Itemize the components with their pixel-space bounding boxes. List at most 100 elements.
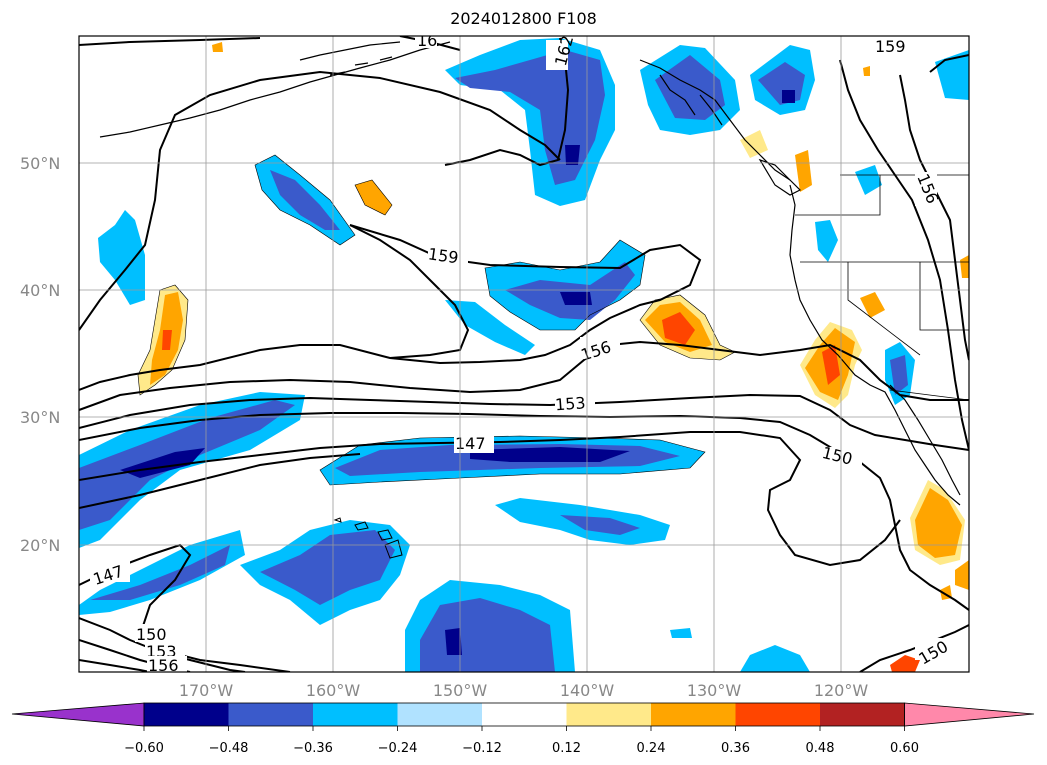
anomaly-region-positive bbox=[915, 488, 962, 558]
anomaly-region-negative bbox=[79, 400, 295, 530]
anomaly-region-negative bbox=[260, 530, 395, 605]
colorbar-ticks bbox=[143, 726, 905, 731]
colorbar-segment bbox=[144, 703, 229, 726]
anomaly-outlines bbox=[137, 154, 736, 486]
contour-line bbox=[349, 224, 470, 359]
contour-line bbox=[79, 412, 969, 611]
coastline bbox=[889, 384, 961, 496]
contour-line bbox=[79, 431, 901, 567]
anomaly-region-negative bbox=[560, 292, 592, 305]
lat-label-30n: 30°N bbox=[20, 408, 60, 427]
anomaly-outline bbox=[484, 239, 646, 331]
colorbar-tick-label: −0.12 bbox=[462, 741, 502, 756]
contour-line bbox=[79, 543, 291, 672]
coastline bbox=[99, 41, 451, 138]
lat-label-20n: 20°N bbox=[20, 536, 60, 555]
contour-label-156-west: 156 bbox=[148, 656, 179, 675]
coastline bbox=[299, 41, 401, 61]
anomaly-region-negative bbox=[270, 170, 340, 230]
anomaly-region-positive bbox=[960, 255, 969, 278]
colorbar-segment bbox=[228, 703, 313, 726]
anomaly-region-negative bbox=[855, 165, 882, 195]
anomaly-region-negative bbox=[470, 447, 630, 462]
contour-label-147: 147 bbox=[455, 434, 486, 453]
contour-line bbox=[899, 74, 969, 361]
anomaly-region-negative bbox=[505, 262, 635, 320]
anomaly-outline bbox=[137, 284, 189, 396]
colorbar-tick-label: 0.12 bbox=[552, 741, 581, 756]
coastlines bbox=[99, 41, 969, 559]
coastline bbox=[659, 74, 723, 126]
anomaly-region-positive bbox=[212, 42, 223, 52]
contour-line bbox=[839, 59, 969, 451]
state-border bbox=[847, 262, 921, 356]
anomaly-outline bbox=[354, 179, 393, 216]
colorbar-tick-label: 0.36 bbox=[721, 741, 750, 756]
contour-line bbox=[929, 54, 969, 73]
anomaly-region-positive bbox=[890, 655, 920, 672]
contour-label-16-top: 16 bbox=[417, 31, 437, 50]
anomaly-region-positive bbox=[662, 312, 695, 345]
lat-label-50n: 50°N bbox=[20, 154, 60, 173]
contour-label-159-east: 159 bbox=[875, 37, 906, 56]
anomaly-region-negative bbox=[565, 145, 580, 165]
lon-label-150w: 150°W bbox=[433, 681, 488, 700]
colorbar-segment bbox=[566, 703, 651, 726]
contour-line bbox=[79, 393, 969, 451]
anomaly-region-positive bbox=[795, 150, 812, 192]
coastline bbox=[758, 158, 802, 196]
anomaly-region-positive bbox=[355, 180, 392, 215]
colorbar-tick-label: −0.24 bbox=[378, 741, 418, 756]
gridlines bbox=[79, 36, 969, 672]
lon-label-160w: 160°W bbox=[306, 681, 361, 700]
colorbar-segment bbox=[397, 703, 482, 726]
anomaly-region-negative bbox=[935, 50, 969, 100]
lat-label-40n: 40°N bbox=[20, 281, 60, 300]
colorbar-segment bbox=[735, 703, 820, 726]
state-border bbox=[889, 389, 969, 401]
latitude-labels: 50°N 40°N 30°N 20°N bbox=[20, 154, 60, 555]
colorbar-extend-low bbox=[11, 702, 145, 727]
anomaly-region-positive bbox=[863, 66, 870, 76]
anomaly-outline bbox=[319, 435, 706, 486]
map-frame bbox=[78, 35, 970, 673]
colorbar-segment bbox=[313, 703, 398, 726]
anomaly-region-negative bbox=[90, 545, 230, 600]
anomaly-region-negative bbox=[815, 220, 838, 262]
anomaly-region-negative bbox=[560, 515, 640, 535]
contour-label-150-west: 150 bbox=[136, 625, 167, 644]
contour-line bbox=[79, 37, 261, 46]
colorbar-tick-label: −0.60 bbox=[124, 741, 164, 756]
map-title: 2024012800 F108 bbox=[450, 9, 597, 28]
hawaii-island bbox=[333, 517, 403, 559]
colorbar-tick-label: −0.48 bbox=[209, 741, 249, 756]
coastline bbox=[789, 184, 961, 506]
anomaly-region-positive bbox=[955, 560, 969, 590]
contour-line bbox=[79, 70, 561, 331]
lon-label-170w: 170°W bbox=[179, 681, 234, 700]
anomaly-region-positive bbox=[860, 292, 885, 318]
colorbar: −0.60 −0.48 −0.36 −0.24 −0.12 0.12 0.24 … bbox=[11, 702, 1035, 756]
colorbar-segment bbox=[482, 703, 567, 726]
anomaly-region-negative bbox=[890, 355, 908, 395]
anomaly-region-negative bbox=[782, 90, 795, 103]
lon-label-140w: 140°W bbox=[560, 681, 615, 700]
colorbar-tick-label: 0.24 bbox=[637, 741, 666, 756]
anomaly-region-positive bbox=[740, 130, 768, 158]
anomaly-region-negative bbox=[445, 300, 535, 355]
anomaly-outline bbox=[639, 294, 736, 361]
contour-line bbox=[444, 37, 570, 167]
anomaly-outline bbox=[254, 154, 356, 246]
lon-label-120w: 120°W bbox=[814, 681, 869, 700]
anomaly-region-positive bbox=[822, 345, 840, 385]
lon-label-130w: 130°W bbox=[687, 681, 742, 700]
colorbar-tick-label: 0.48 bbox=[806, 741, 835, 756]
contour-label-153: 153 bbox=[554, 393, 586, 414]
state-border bbox=[919, 262, 969, 331]
longitude-labels: 170°W 160°W 150°W 140°W 130°W 120°W bbox=[179, 681, 869, 700]
contour-label-159: 159 bbox=[427, 244, 460, 267]
colorbar-segment bbox=[820, 703, 905, 726]
anomaly-region-positive bbox=[162, 330, 172, 350]
anomaly-region-negative bbox=[445, 628, 462, 655]
